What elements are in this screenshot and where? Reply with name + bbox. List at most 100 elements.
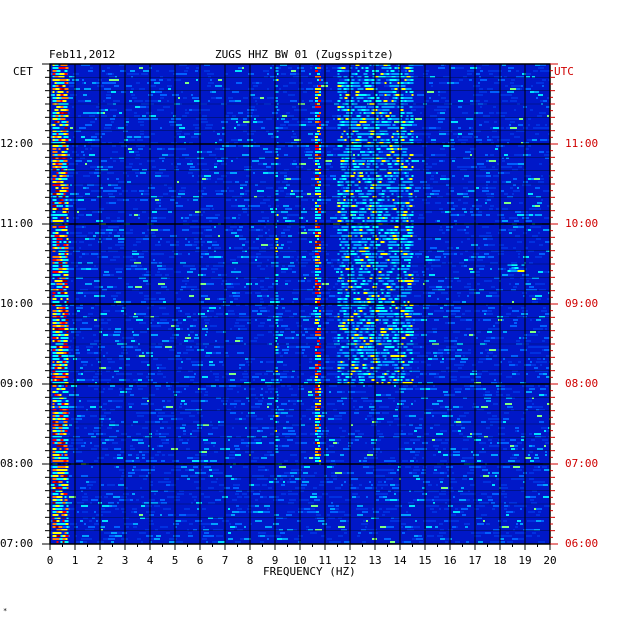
spectral-noise <box>280 190 284 192</box>
spectral-noise <box>444 250 451 252</box>
spectral-noise <box>506 157 509 159</box>
spectral-noise <box>513 184 516 186</box>
spectral-noise <box>364 337 368 339</box>
spectral-noise <box>327 319 334 321</box>
spectral-noise <box>114 370 119 372</box>
spectral-noise <box>69 346 71 348</box>
spectral-noise <box>535 133 539 135</box>
spectral-noise <box>199 196 203 198</box>
spectral-noise <box>168 514 173 516</box>
spectral-noise <box>95 292 99 294</box>
spectral-noise <box>495 220 502 222</box>
spectral-noise <box>126 352 128 354</box>
spectral-noise <box>406 388 413 390</box>
spectral-noise <box>480 475 483 477</box>
spectral-noise <box>210 370 212 372</box>
spectral-noise <box>119 193 122 195</box>
spectral-noise <box>158 481 164 483</box>
spectral-noise <box>186 448 190 450</box>
spectral-noise <box>457 349 462 351</box>
spectral-noise <box>525 148 529 150</box>
spectral-noise <box>87 349 90 351</box>
spectral-noise <box>169 349 175 351</box>
spectral-noise <box>467 472 472 474</box>
spectral-noise <box>94 388 98 390</box>
spectral-noise <box>501 247 508 249</box>
spectral-noise <box>129 406 132 408</box>
spectral-noise <box>415 118 422 120</box>
spectral-noise <box>266 166 271 168</box>
spectral-noise <box>159 307 166 309</box>
spectral-noise <box>529 478 534 480</box>
spectral-noise <box>121 352 126 354</box>
spectral-noise <box>108 361 115 363</box>
spectral-noise <box>381 394 386 396</box>
spectral-noise <box>298 262 304 264</box>
spectral-noise <box>278 499 284 501</box>
spectral-noise <box>210 91 212 93</box>
spectral-noise <box>470 154 472 156</box>
spectral-noise <box>392 160 398 162</box>
spectral-noise <box>200 283 206 285</box>
spectral-noise <box>332 466 334 468</box>
spectral-noise <box>257 295 262 297</box>
spectral-noise <box>453 511 460 513</box>
spectral-noise <box>440 406 445 408</box>
spectral-noise <box>486 232 491 234</box>
spectral-noise <box>100 184 102 186</box>
spectral-noise <box>498 79 505 81</box>
spectral-noise <box>131 511 134 513</box>
spectral-noise <box>142 232 145 234</box>
spectral-noise <box>293 76 296 78</box>
spectral-noise <box>428 250 432 252</box>
spectral-noise <box>119 388 122 390</box>
spectral-noise <box>369 406 375 408</box>
spectral-noise <box>133 346 138 348</box>
spectral-noise <box>203 439 208 441</box>
spectral-noise <box>433 454 436 456</box>
spectral-noise <box>261 457 267 459</box>
spectral-noise <box>333 226 339 228</box>
spectral-noise <box>329 391 331 393</box>
spectral-noise <box>313 442 315 444</box>
spectral-noise <box>167 400 171 402</box>
spectral-noise <box>528 454 530 456</box>
spectral-noise <box>138 118 145 120</box>
spectral-noise <box>108 142 112 144</box>
spectral-noise <box>250 340 257 342</box>
spectral-noise <box>119 367 122 369</box>
spectral-noise <box>435 439 442 441</box>
spectral-noise <box>507 142 509 144</box>
spectral-noise <box>88 292 95 294</box>
spectral-noise <box>303 355 307 357</box>
spectral-noise <box>504 76 507 78</box>
spectral-noise <box>169 70 175 72</box>
spectral-noise <box>411 382 418 384</box>
spectral-noise <box>107 319 111 321</box>
spectral-noise <box>504 193 508 195</box>
spectral-noise <box>543 346 549 348</box>
spectral-noise <box>417 142 421 144</box>
spectral-noise <box>138 148 143 150</box>
spectral-noise <box>234 142 238 144</box>
spectral-noise <box>68 112 70 114</box>
spectral-noise <box>192 157 197 159</box>
spectral-noise <box>540 361 547 363</box>
spectral-noise <box>326 70 330 72</box>
spectral-noise <box>476 199 478 201</box>
spectral-noise <box>438 94 440 96</box>
spectral-noise <box>240 328 247 330</box>
spectral-noise <box>536 409 539 411</box>
spectral-noise <box>267 220 269 222</box>
spectral-noise <box>145 517 150 519</box>
spectral-noise <box>146 397 148 399</box>
spectral-noise <box>211 442 216 444</box>
spectral-noise <box>158 241 160 243</box>
spectral-noise <box>228 97 233 99</box>
spectral-noise <box>359 214 364 216</box>
spectral-noise <box>133 244 137 246</box>
spectral-noise <box>335 487 341 489</box>
spectral-noise <box>128 472 135 474</box>
spectral-noise <box>511 355 518 357</box>
spectral-noise <box>449 358 455 360</box>
